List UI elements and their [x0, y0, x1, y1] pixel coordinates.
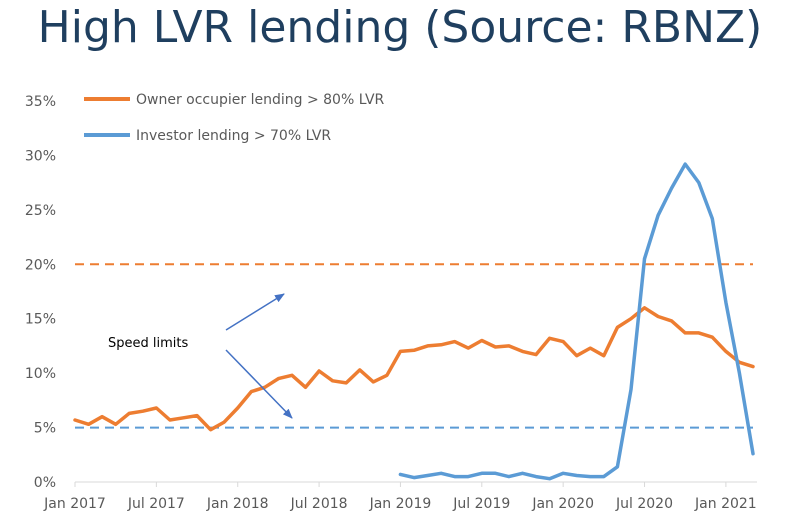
reference-lines [75, 263, 753, 429]
annotation-text: Speed limits [108, 336, 188, 351]
series-lines [73, 162, 755, 481]
investor-line [398, 162, 755, 481]
y-tick-label: 15% [25, 312, 56, 328]
x-tick-label: Jul 2020 [615, 496, 673, 512]
y-tick-label: 0% [34, 475, 56, 491]
x-tick-label: Jan 2020 [531, 496, 594, 512]
owner-occupier-line [73, 306, 755, 432]
annotation-arrow-up [225, 293, 285, 331]
annotation-arrow-down [225, 349, 293, 419]
legend-label: Owner occupier lending > 80% LVR [136, 92, 385, 108]
speed-limits-annotation: Speed limits [108, 293, 293, 419]
chart-title: High LVR lending (Source: RBNZ) [37, 2, 763, 53]
y-tick-label: 25% [25, 203, 56, 219]
legend: Owner occupier lending > 80% LVR Investor… [84, 92, 385, 144]
legend-label: Investor lending > 70% LVR [136, 128, 331, 144]
y-axis: 0% 5% 10% 15% 20% 25% 30% 35% [25, 94, 56, 491]
x-tick-label: Jul 2017 [127, 496, 185, 512]
y-tick-label: 35% [25, 94, 56, 110]
y-tick-label: 30% [25, 148, 56, 164]
x-tick-label: Jan 2017 [43, 496, 106, 512]
y-tick-label: 10% [25, 366, 56, 382]
y-tick-label: 20% [25, 257, 56, 273]
x-axis: Jan 2017 Jul 2017 Jan 2018 Jul 2018 Jan 2019… [43, 481, 757, 512]
x-tick-label: Jan 2018 [206, 496, 269, 512]
x-tick-label: Jul 2019 [452, 496, 510, 512]
x-tick-label: Jan 2019 [369, 496, 432, 512]
x-tick-label: Jan 2021 [694, 496, 757, 512]
y-tick-label: 5% [34, 421, 56, 437]
x-tick-label: Jul 2018 [290, 496, 348, 512]
